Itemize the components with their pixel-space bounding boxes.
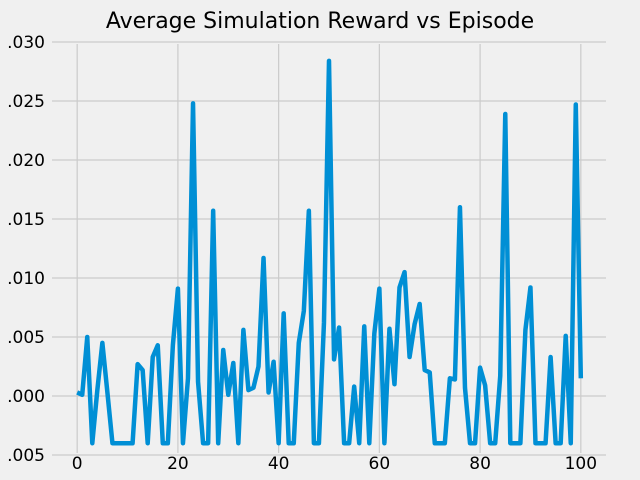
y-tick-label: .005 bbox=[7, 446, 45, 466]
x-tick-label: 80 bbox=[469, 454, 491, 474]
x-tick-label: 100 bbox=[565, 454, 597, 474]
x-tick-label: 20 bbox=[167, 454, 189, 474]
y-tick-label: .005 bbox=[7, 328, 45, 348]
x-tick-label: 40 bbox=[268, 454, 290, 474]
chart-title: Average Simulation Reward vs Episode bbox=[106, 9, 534, 34]
x-tick-label: 0 bbox=[72, 454, 83, 474]
y-tick-label: .025 bbox=[7, 92, 45, 112]
reward-series-line bbox=[76, 58, 584, 446]
y-tick-label: .000 bbox=[7, 387, 45, 407]
y-tick-label: .030 bbox=[7, 33, 45, 53]
tick-label-layer: 0 20 40 60 80 100 .005 .000 .005 .010 .015 .020 .025… bbox=[7, 33, 597, 474]
y-tick-label: .020 bbox=[7, 151, 45, 171]
y-tick-label: .010 bbox=[7, 269, 45, 289]
y-tick-label: .015 bbox=[7, 210, 45, 230]
series-layer bbox=[76, 58, 584, 446]
x-tick-label: 60 bbox=[369, 454, 391, 474]
